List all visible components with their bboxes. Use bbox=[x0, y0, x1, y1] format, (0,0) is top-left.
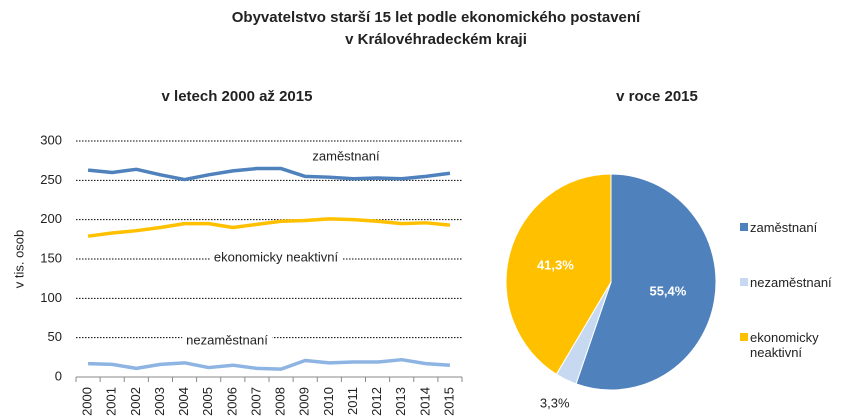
x-tick-label: 2005 bbox=[200, 387, 215, 416]
y-axis-label: v tis. osob bbox=[11, 230, 26, 289]
series-line bbox=[87, 166, 451, 182]
x-tick-label: 2010 bbox=[321, 387, 336, 416]
series-label: nezaměstnaní bbox=[186, 332, 268, 347]
x-tick-label: 2009 bbox=[297, 387, 312, 416]
legend-label: zaměstnaní bbox=[750, 220, 818, 235]
label-bg bbox=[182, 332, 273, 348]
legend-label: ekonomicky neaktivní bbox=[750, 330, 819, 360]
label-bg bbox=[308, 148, 384, 164]
y-tick-label: 50 bbox=[48, 329, 62, 344]
x-tick-label: 2004 bbox=[176, 387, 191, 416]
x-tick-label: 2002 bbox=[128, 387, 143, 416]
y-tick-label: 150 bbox=[40, 250, 62, 265]
chart-title: Obyvatelstvo starší 15 let podle ekonomi… bbox=[232, 9, 641, 26]
y-tick-label: 250 bbox=[40, 172, 62, 187]
x-tick-label: 2014 bbox=[417, 387, 432, 416]
legend-swatch bbox=[740, 278, 748, 286]
y-tick-label: 0 bbox=[55, 368, 62, 383]
x-tick-label: 2006 bbox=[224, 387, 239, 416]
x-tick-label: 2011 bbox=[345, 387, 360, 415]
series-label: ekonomicky neaktivní bbox=[214, 249, 339, 264]
label-bg bbox=[209, 249, 343, 265]
x-tick-label: 2003 bbox=[152, 387, 167, 416]
x-tick-label: 2012 bbox=[369, 387, 384, 416]
legend-swatch bbox=[740, 223, 748, 231]
data-label: 3,3% bbox=[540, 395, 570, 410]
series-label: zaměstnaní bbox=[312, 148, 380, 163]
legend-label: nezaměstnaní bbox=[750, 275, 832, 290]
data-label: 41,3% bbox=[537, 257, 574, 272]
chart-title: v Královéhradeckém kraji bbox=[345, 31, 527, 48]
x-tick-label: 2000 bbox=[80, 387, 95, 416]
y-tick-label: 300 bbox=[40, 132, 62, 147]
legend-swatch bbox=[740, 333, 748, 341]
x-tick-label: 2001 bbox=[104, 387, 119, 416]
x-tick-label: 2007 bbox=[248, 387, 263, 416]
y-tick-label: 200 bbox=[40, 211, 62, 226]
x-tick-label: 2013 bbox=[393, 387, 408, 416]
x-tick-label: 2015 bbox=[441, 387, 456, 416]
pie-slice bbox=[505, 173, 612, 375]
pie-title: v roce 2015 bbox=[616, 88, 698, 105]
y-tick-label: 100 bbox=[40, 290, 62, 305]
x-tick-label: 2008 bbox=[273, 387, 288, 416]
line-title: v letech 2000 až 2015 bbox=[162, 88, 313, 105]
data-label: 55,4% bbox=[649, 283, 686, 298]
series-line bbox=[87, 217, 451, 238]
series-line bbox=[88, 357, 451, 371]
